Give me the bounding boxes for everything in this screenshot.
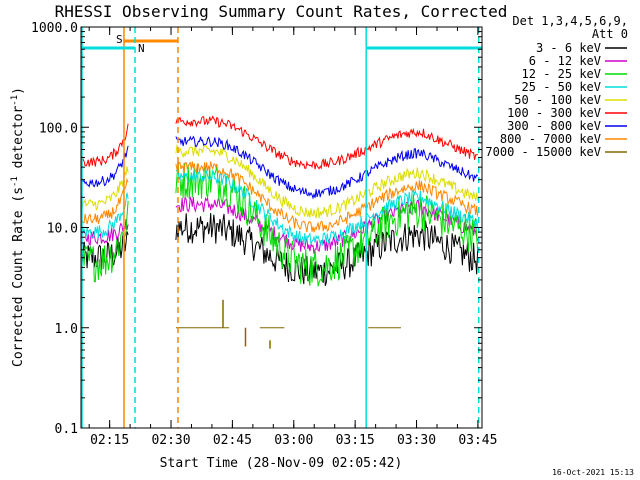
legend-item-3: 12 - 25 keV	[522, 67, 627, 81]
y-label-sup2: -1	[10, 95, 20, 106]
legend-label-4: 25 - 50 keV	[522, 80, 601, 94]
series-7-pre	[80, 145, 129, 188]
y-tick-label-5: 0.1	[55, 422, 78, 437]
series-6-pre	[80, 123, 129, 167]
series-5-pre	[80, 166, 129, 212]
series-8	[80, 161, 479, 233]
y-label-main: Corrected Count Rate (s	[11, 187, 26, 367]
legend-label-6: 100 - 300 keV	[507, 106, 601, 120]
series-8-main	[175, 161, 479, 233]
x-tick-label-2: 02:30	[151, 433, 190, 448]
chart-title: RHESSI Observing Summary Count Rates, Co…	[55, 2, 508, 21]
y-axis-label: Corrected Count Rate (s-1 detector-1)	[10, 87, 26, 367]
series-3	[80, 162, 479, 287]
x-tick-label-4: 03:00	[274, 433, 313, 448]
series-layer	[80, 115, 479, 349]
y-tick-label-3: 10.0	[47, 222, 78, 237]
legend-item-1: 3 - 6 keV	[536, 41, 627, 55]
legend-item-2: 6 - 12 keV	[529, 54, 627, 68]
night-label: N	[138, 42, 145, 55]
x-tick-label-1: 02:15	[90, 433, 129, 448]
legend-item-5: 50 - 100 keV	[514, 93, 627, 107]
series-6	[80, 115, 478, 170]
x-axis-label: Start Time (28-Nov-09 02:05:42)	[160, 456, 403, 471]
series-6-main	[175, 115, 478, 170]
legend-label-1: 3 - 6 keV	[536, 41, 601, 55]
series-5-main	[175, 143, 479, 219]
legend-item-8: 800 - 7000 keV	[500, 132, 627, 146]
legend-item-6: 100 - 300 keV	[507, 106, 627, 120]
x-tick-label-7: 03:45	[458, 433, 497, 448]
x-tick-label-3: 02:45	[213, 433, 252, 448]
saa-label: S	[116, 33, 123, 46]
series-2-pre	[80, 218, 129, 246]
series-7-main	[175, 135, 479, 200]
series-2-main	[175, 195, 479, 254]
legend-header-2: Att 0	[592, 27, 628, 41]
series-7	[80, 135, 479, 200]
generation-timestamp: 16-Oct-2021 15:13	[552, 468, 634, 477]
legend-item-7: 300 - 800 keV	[507, 119, 627, 133]
series-3-pre	[80, 200, 129, 283]
series-9	[175, 299, 401, 349]
series-2	[80, 195, 479, 254]
x-tick-label-6: 03:30	[397, 433, 436, 448]
y-tick-label-4: 1.0	[55, 322, 78, 337]
legend-label-2: 6 - 12 keV	[529, 54, 601, 68]
axis-ticks: 1000.0 100.0 10.0 1.0 0.1 02:15 02:30 02:45 03:0…	[31, 21, 497, 448]
series-5	[80, 143, 479, 219]
y-label-sup1: -1	[10, 176, 20, 187]
y-tick-label-2: 100.0	[39, 121, 78, 136]
legend-item-9: 7000 - 15000 keV	[485, 145, 627, 159]
series-4	[80, 168, 479, 246]
legend-label-3: 12 - 25 keV	[522, 67, 601, 81]
series-8-pre	[80, 177, 129, 225]
y-tick-label-1: 1000.0	[31, 21, 78, 36]
legend-header-1: Det 1,3,4,5,6,9,	[512, 14, 628, 28]
x-tick-label-5: 03:15	[336, 433, 375, 448]
legend-label-7: 300 - 800 keV	[507, 119, 601, 133]
legend-label-9: 7000 - 15000 keV	[485, 145, 601, 159]
series-4-main	[175, 168, 479, 246]
y-label-end: )	[11, 87, 26, 95]
y-label-mid: detector	[11, 106, 26, 177]
legend-label-8: 800 - 7000 keV	[500, 132, 601, 146]
series-1-main	[175, 212, 479, 287]
legend-label-5: 50 - 100 keV	[514, 93, 601, 107]
series-4-pre	[80, 192, 129, 239]
legend-item-4: 25 - 50 keV	[522, 80, 627, 94]
